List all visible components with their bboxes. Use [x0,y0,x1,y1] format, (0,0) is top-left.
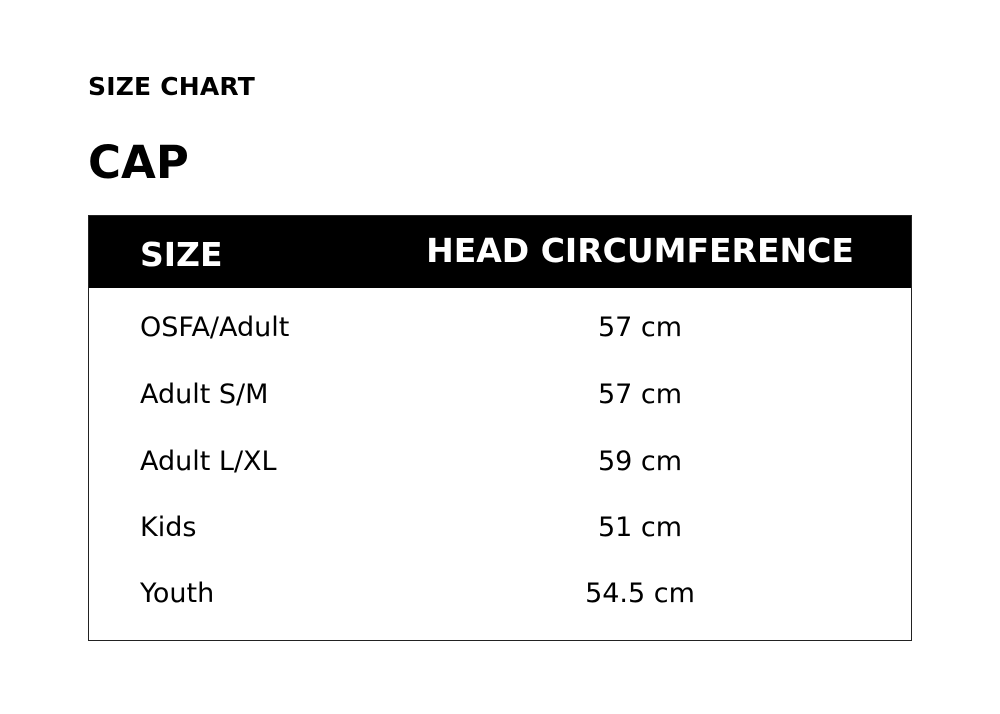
page-title: CAP [88,136,189,189]
size-cell: Youth [140,578,215,609]
column-header-head-circumference: HEAD CIRCUMFERENCE [426,231,854,270]
circumference-cell: 57 cm [597,312,683,343]
table-header: SIZE HEAD CIRCUMFERENCE [89,216,911,288]
size-cell: Adult S/M [140,379,269,410]
size-cell: Adult L/XL [140,446,277,477]
table-row: Kids 51 cm [89,495,911,561]
size-cell: Kids [140,512,197,543]
table-row: Youth 54.5 cm [89,561,911,627]
table-row: Adult S/M 57 cm [89,362,911,428]
circumference-cell: 59 cm [597,446,683,477]
section-label: SIZE CHART [88,72,256,101]
size-table: SIZE HEAD CIRCUMFERENCE OSFA/Adult 57 cm… [88,215,912,641]
size-cell: OSFA/Adult [140,312,290,343]
circumference-cell: 51 cm [597,512,683,543]
table-row: Adult L/XL 59 cm [89,429,911,495]
circumference-cell: 54.5 cm [585,578,695,609]
table-row: OSFA/Adult 57 cm [89,295,911,361]
circumference-cell: 57 cm [597,379,683,410]
column-header-size: SIZE [140,235,223,274]
